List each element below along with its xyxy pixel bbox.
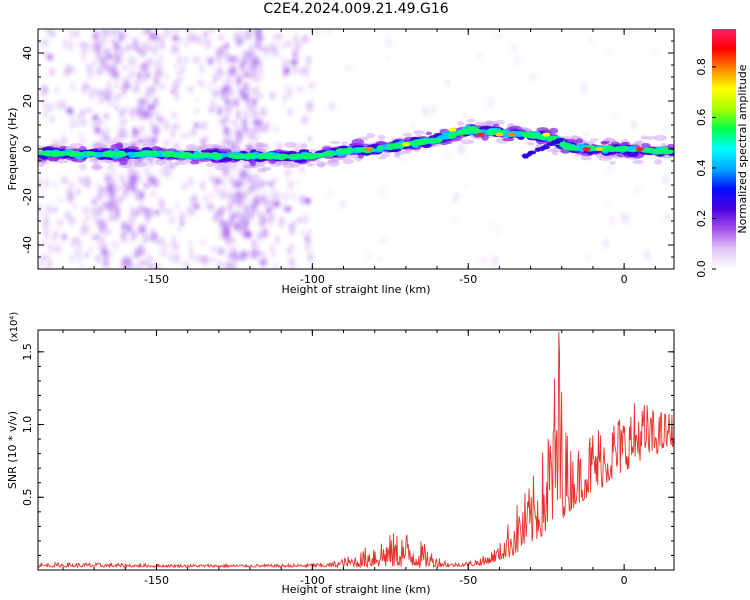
spectrogram-x-axis-label: Height of straight line (km) (281, 283, 430, 296)
snr-x-axis-label: Height of straight line (km) (281, 583, 430, 596)
spectrogram-y-tick-label: 20 (21, 94, 34, 108)
snr-y-axis-label: SNR (10 * v/v) (6, 411, 19, 489)
spectrogram-x-tick-label: -150 (144, 273, 169, 286)
colorbar-label: Normalized spectral amplitude (736, 64, 749, 233)
snr-x-tick-label: -100 (300, 574, 325, 587)
spectrogram-y-tick-label: -20 (21, 188, 34, 206)
snr-plot-area (38, 331, 674, 569)
snr-x-tick-label: -150 (144, 574, 169, 587)
colorbar: 0.0 0.2 0.4 0.6 0.8 Normalized spectral ampl… (695, 29, 749, 278)
snr-series-line (38, 331, 674, 569)
colorbar-tick-label: 0.2 (695, 210, 708, 228)
colorbar-ticks: 0.0 0.2 0.4 0.6 0.8 (695, 58, 716, 278)
snr-ticks: -150 -100 -50 0 0.5 1.0 1.5 (21, 330, 674, 587)
snr-y-tick-label: 0.5 (21, 489, 34, 507)
colorbar-gradient (712, 29, 736, 269)
spectrogram-y-axis-label: Frequency (Hz) (6, 108, 19, 191)
spectrogram-ridge (38, 118, 674, 173)
colorbar-tick-label: 0.8 (695, 58, 708, 76)
snr-y-tick-label: 1.0 (21, 416, 34, 434)
colorbar-tick-label: 0.4 (695, 159, 708, 177)
colorbar-tick-label: 0.6 (695, 109, 708, 127)
snr-x-tick-label: -50 (459, 574, 477, 587)
spectrogram-image (38, 29, 674, 269)
figure-title: C2E4.2024.009.21.49.G16 (263, 1, 449, 17)
spectrogram-y-tick-label: 0 (21, 146, 34, 153)
snr-panel: -150 -100 -50 0 0.5 1.0 1.5 Height of straight… (6, 312, 675, 596)
spectrogram-x-tick-label: -50 (459, 273, 477, 286)
spectrogram-x-tick-label: -100 (300, 273, 325, 286)
snr-frame (37, 329, 675, 571)
snr-x-tick-label: 0 (621, 574, 628, 587)
spectrogram-x-tick-label: 0 (621, 273, 628, 286)
spectrogram-ticks: -150 -100 -50 0 -40 -20 0 20 40 (21, 28, 674, 286)
snr-y-tick-label: 1.5 (21, 343, 34, 361)
spectrogram-panel: -150 -100 -50 0 -40 -20 0 20 40 Height of straig… (6, 28, 675, 296)
snr-scale-label: (x10⁴) (9, 312, 20, 343)
colorbar-tick-label: 0.0 (695, 260, 708, 278)
spectrogram-y-tick-label: 40 (21, 46, 34, 60)
spectrogram-y-tick-label: -40 (21, 236, 34, 254)
